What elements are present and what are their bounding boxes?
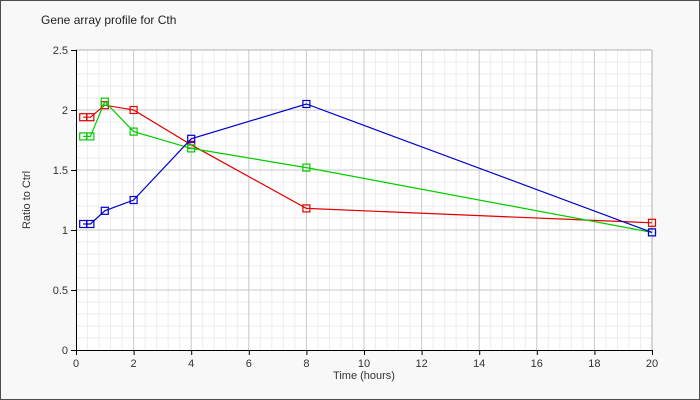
series-red-marker (302, 204, 311, 213)
y-tick-label: 1 (62, 225, 68, 237)
x-tick-label: 4 (188, 358, 194, 370)
series-blue-marker (100, 206, 109, 215)
series-red-marker (647, 218, 657, 227)
y-tick-label: 0.5 (53, 285, 68, 297)
x-tick-label: 8 (303, 358, 309, 370)
x-tick-label: 20 (646, 358, 658, 370)
x-tick-label: 10 (358, 358, 370, 370)
y-tick-label: 2.5 (53, 45, 68, 57)
series-blue-marker (129, 195, 138, 205)
y-tick-label: 2 (62, 105, 68, 117)
x-tick-label: 18 (588, 358, 600, 370)
y-axis-title: Ratio to Ctrl (21, 170, 34, 230)
series-blue-line (83, 103, 653, 233)
x-axis-title: Time (hours) (333, 370, 395, 382)
series-red-marker (86, 113, 95, 122)
x-tick-label: 16 (531, 358, 543, 370)
series-green-marker (129, 127, 138, 136)
x-tick-label: 12 (415, 358, 427, 370)
series-red-line (83, 104, 653, 224)
chart-title: Gene array profile for Cth (41, 13, 177, 27)
series-green-marker (86, 132, 95, 141)
series-green-marker (302, 163, 311, 172)
series-red-marker (129, 105, 138, 115)
y-tick-label: 0 (62, 345, 68, 357)
series-blue-marker (302, 99, 311, 109)
y-axis-title-box: Ratio to Ctrl (15, 50, 39, 350)
x-tick-label: 14 (473, 358, 485, 370)
series-green-line (83, 100, 653, 233)
x-tick-label: 6 (246, 358, 252, 370)
series-blue-marker (647, 228, 657, 237)
series-green-marker (100, 97, 109, 106)
x-tick-label: 2 (131, 358, 137, 370)
series-blue-marker (187, 134, 196, 143)
y-tick-label: 1.5 (53, 165, 68, 177)
series-blue-marker (86, 219, 95, 229)
x-tick-label: 0 (73, 358, 79, 370)
series-green-marker (187, 144, 196, 153)
